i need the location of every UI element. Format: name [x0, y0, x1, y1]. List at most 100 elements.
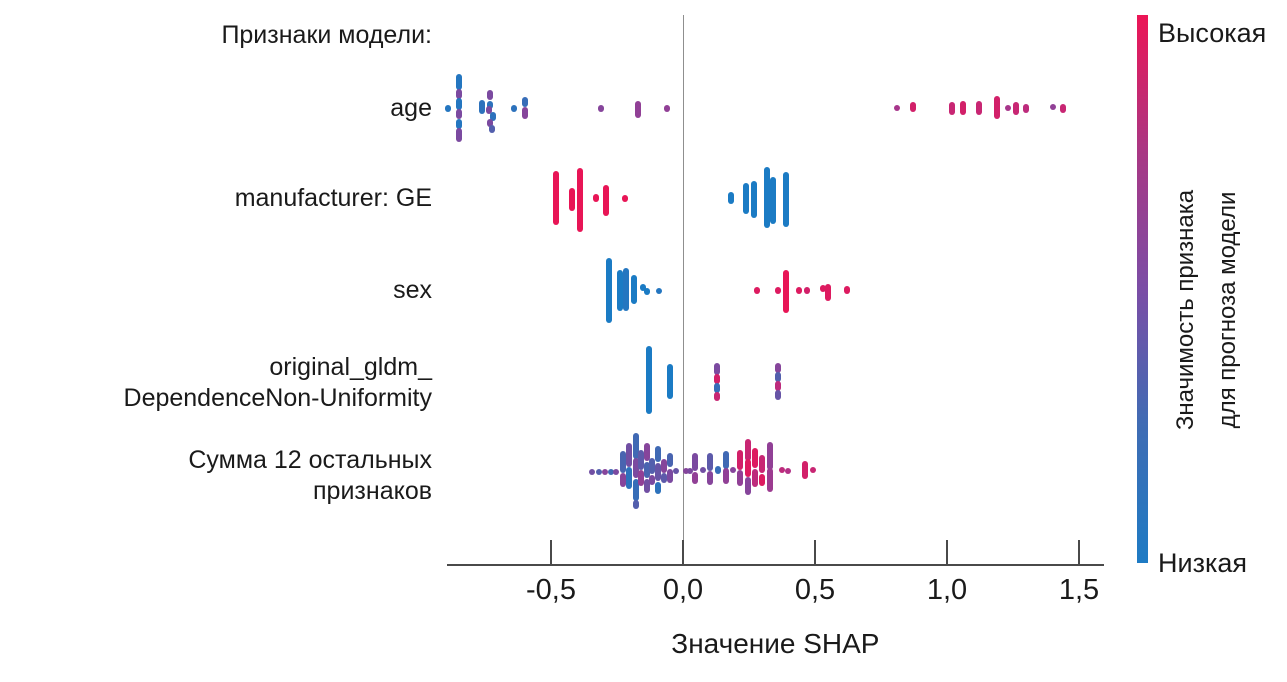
data-point: [706, 471, 713, 485]
data-point: [723, 451, 730, 469]
data-point: [737, 450, 744, 470]
feature-label: age: [390, 93, 432, 122]
data-point: [700, 467, 707, 473]
data-point: [667, 453, 674, 467]
data-point: [631, 274, 638, 304]
data-point: [775, 390, 782, 400]
chart-title: Признаки модели:: [221, 21, 432, 49]
data-point: [644, 479, 651, 493]
data-point: [649, 475, 656, 485]
data-point: [715, 466, 722, 474]
data-point: [666, 363, 673, 399]
data-point: [909, 102, 916, 112]
data-point: [723, 468, 730, 484]
data-point: [654, 482, 661, 494]
data-point: [959, 101, 966, 115]
data-point: [489, 111, 496, 121]
feature-label: Сумма 12 остальных признаков: [188, 446, 432, 505]
data-point: [744, 477, 751, 495]
data-point: [682, 468, 689, 474]
data-point: [598, 104, 605, 112]
data-point: [633, 499, 639, 509]
colorbar-high-label: Высокая: [1158, 18, 1267, 48]
data-point: [660, 459, 667, 473]
data-point: [775, 381, 782, 391]
data-point: [764, 166, 771, 228]
data-point: [633, 479, 639, 501]
data-point: [714, 374, 721, 384]
data-point: [640, 283, 647, 291]
data-point: [607, 469, 614, 475]
data-point: [767, 442, 774, 470]
data-point: [485, 106, 492, 114]
data-point: [479, 100, 486, 114]
data-point: [511, 104, 518, 112]
data-point: [625, 467, 632, 489]
data-point: [1012, 101, 1019, 115]
data-point: [455, 98, 462, 110]
data-point: [737, 470, 744, 486]
data-point: [588, 469, 595, 475]
tick-label: 0,0: [662, 574, 704, 606]
tick-mark: [1078, 540, 1080, 564]
data-point: [785, 468, 792, 474]
data-point: [592, 194, 599, 202]
data-point: [752, 469, 759, 487]
data-point: [782, 269, 789, 313]
data-point: [744, 459, 751, 477]
data-point: [660, 473, 667, 483]
x-axis-title: Значение SHAP: [671, 628, 880, 659]
data-point: [602, 469, 609, 475]
data-point: [804, 286, 811, 294]
data-point: [664, 104, 671, 112]
data-point: [687, 468, 694, 474]
data-point: [645, 346, 652, 414]
data-point: [1004, 105, 1011, 111]
feature-label: sex: [393, 275, 432, 304]
data-point: [487, 119, 494, 127]
data-point: [654, 446, 661, 462]
data-point: [620, 473, 627, 487]
data-point: [775, 372, 782, 382]
data-point: [752, 448, 759, 468]
data-point: [656, 288, 663, 294]
data-point: [727, 192, 734, 204]
data-point: [603, 184, 610, 216]
data-point: [612, 469, 619, 475]
data-point: [667, 469, 674, 483]
data-point: [796, 286, 803, 294]
data-point: [1060, 103, 1067, 113]
data-point: [714, 363, 721, 375]
data-point: [714, 391, 721, 401]
tick-label: 1,5: [1058, 574, 1100, 606]
data-point: [819, 284, 826, 292]
data-point: [455, 119, 462, 129]
data-point: [644, 443, 651, 461]
data-point: [775, 363, 782, 373]
data-point: [743, 182, 750, 214]
data-point: [638, 450, 645, 470]
data-point: [843, 286, 850, 294]
data-point: [801, 461, 808, 479]
data-point: [767, 468, 774, 492]
data-point: [758, 455, 765, 473]
data-point: [633, 458, 639, 478]
tick-label: 0,5: [794, 574, 836, 606]
data-point: [455, 74, 462, 90]
data-point: [553, 171, 560, 225]
colorbar-axis-label: Значимость признака для прогноза модели: [1165, 190, 1249, 430]
data-point: [455, 89, 462, 99]
data-point: [487, 90, 494, 100]
data-point: [606, 257, 613, 323]
data-point: [445, 104, 452, 112]
data-point: [744, 439, 751, 461]
data-point: [455, 128, 462, 142]
data-point: [729, 467, 736, 473]
data-point: [616, 269, 623, 311]
data-point: [706, 453, 713, 471]
tick-label: 1,0: [926, 574, 968, 606]
tick-mark: [946, 540, 948, 564]
data-point: [769, 176, 776, 224]
data-point: [625, 443, 632, 467]
